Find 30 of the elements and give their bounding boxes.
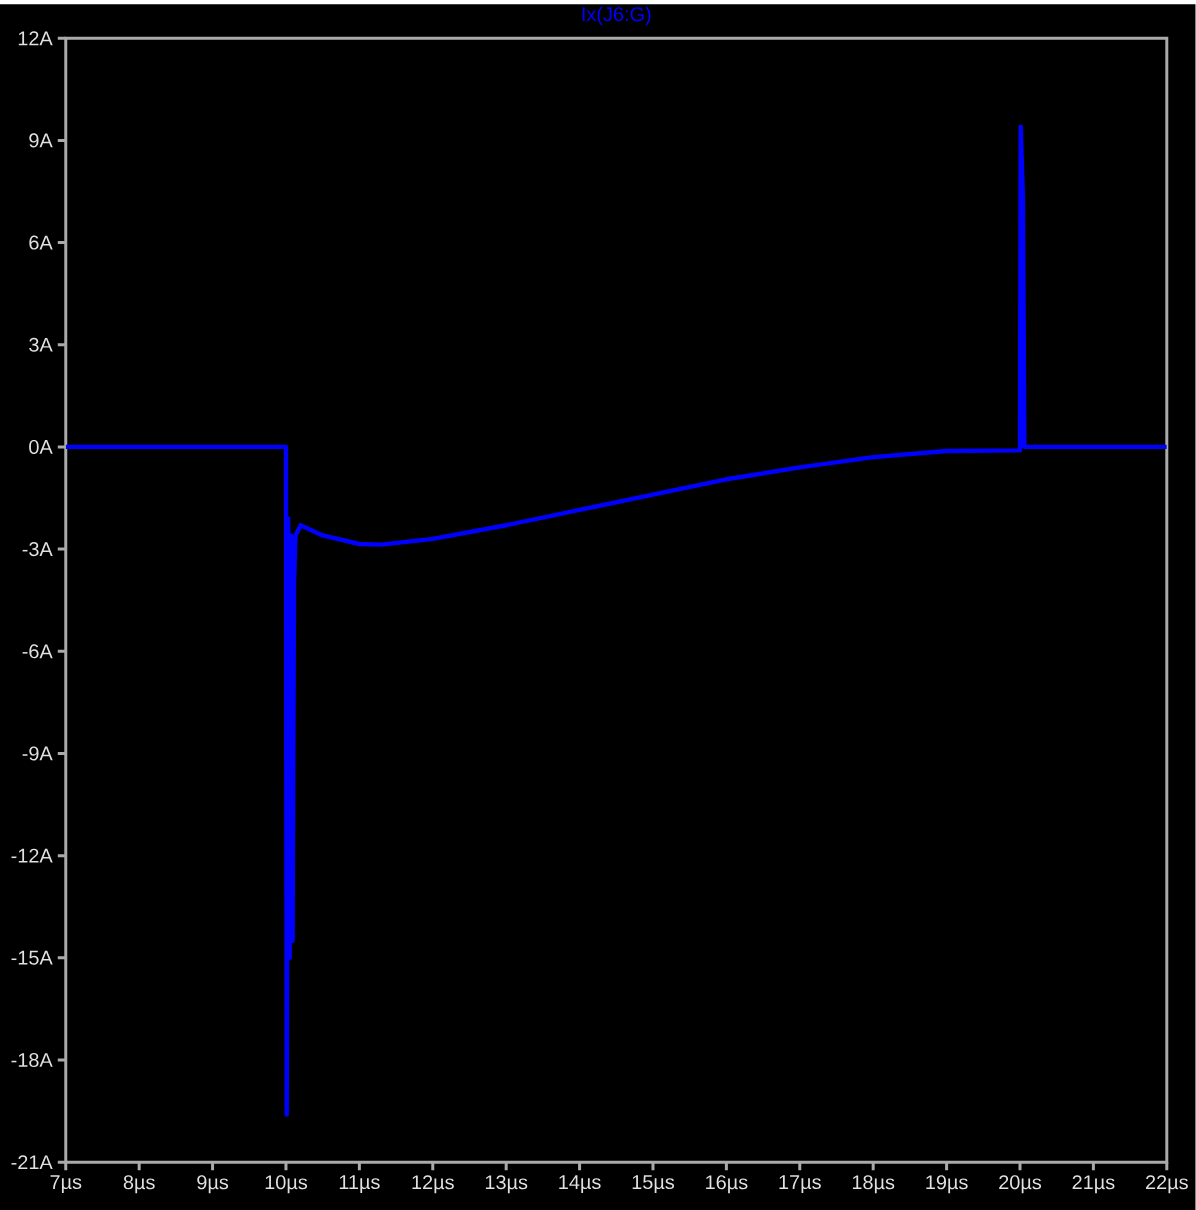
y-tick-label: -21A [11, 1155, 53, 1170]
y-tick-label: 6A [29, 235, 53, 250]
y-tick-label: 9A [29, 133, 53, 148]
x-tick-label: 10µs [265, 1175, 308, 1194]
y-tick-label: -3A [22, 542, 53, 557]
x-tick-label: 20µs [999, 1175, 1042, 1194]
x-tick-label: 9µs [197, 1175, 229, 1194]
x-tick-label: 13µs [486, 1175, 528, 1194]
line-series [65, 124, 1167, 1117]
x-tick-label: 16µs [706, 1175, 748, 1194]
y-tick-label: -6A [22, 644, 53, 659]
y-tick-label: 3A [29, 337, 53, 352]
x-tick-label: 12µs [412, 1175, 455, 1194]
x-tick-label: 8µs [123, 1175, 155, 1194]
x-tick-label: 15µs [632, 1175, 675, 1194]
y-tick-label: 12A [18, 31, 53, 46]
x-tick-label: 14µs [559, 1175, 601, 1194]
x-tick-label: 11µs [339, 1175, 380, 1194]
y-tick-label: -9A [22, 746, 53, 761]
y-tick-label: 0A [29, 439, 53, 454]
y-tick-label: -12A [11, 848, 53, 863]
x-tick-label: 18µs [853, 1175, 895, 1194]
y-tick-label: -18A [11, 1052, 53, 1068]
y-tick-label: -15A [11, 950, 53, 965]
x-tick-label: 17µs [779, 1175, 822, 1194]
x-tick-label: 22µs [1146, 1175, 1189, 1194]
x-tick-label: 19µs [926, 1175, 968, 1194]
chart-title: Ix(J6:G) [582, 6, 651, 26]
x-tick-label: 7µs [50, 1175, 82, 1194]
x-tick-label: 21µs [1072, 1175, 1115, 1194]
